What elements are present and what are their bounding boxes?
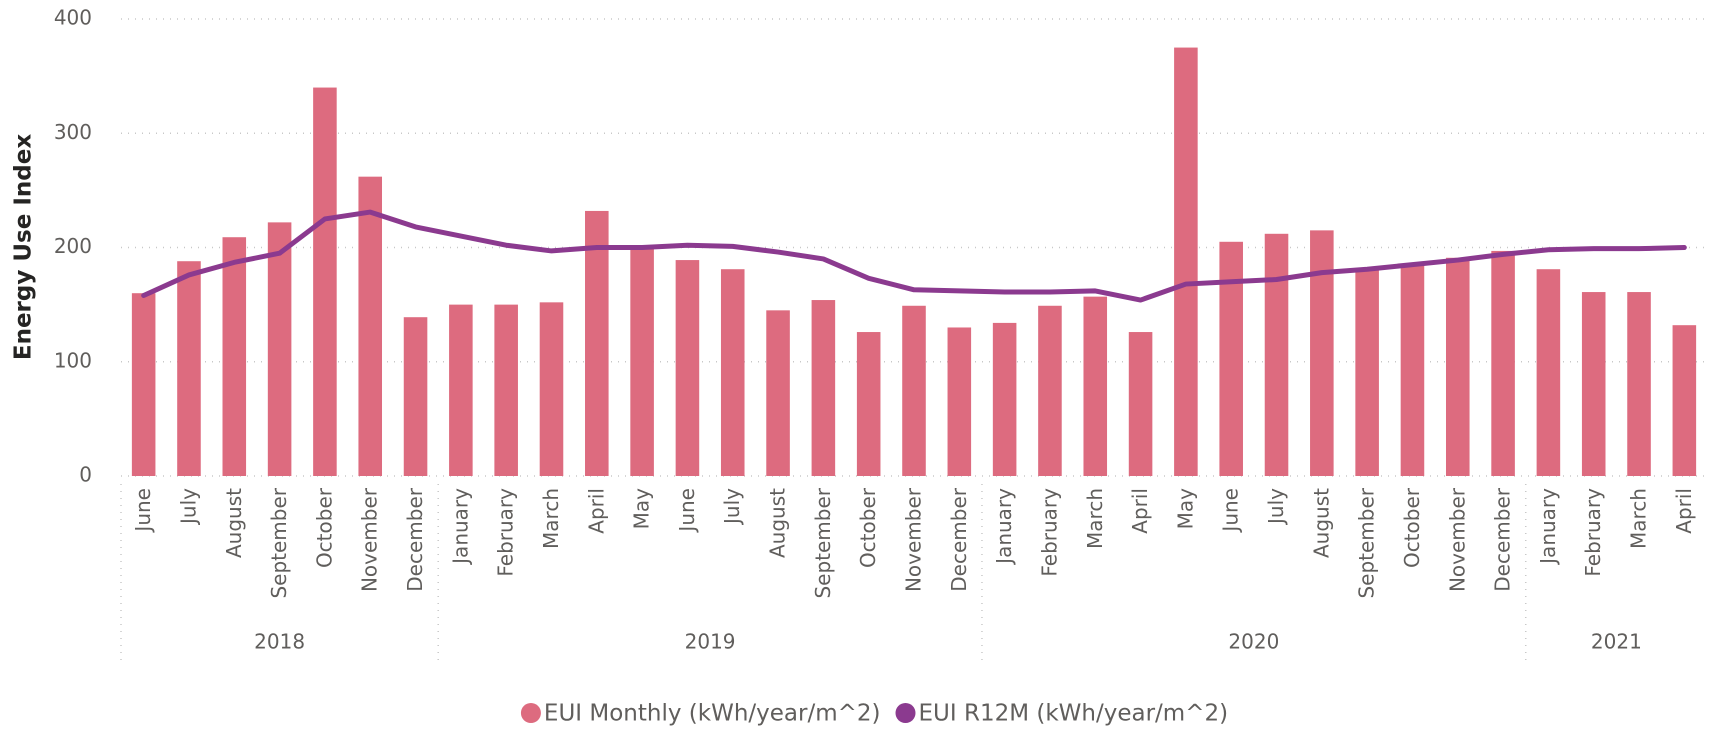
x-tick-label: February <box>1581 488 1605 577</box>
bar <box>313 87 337 477</box>
x-tick-label: March <box>1083 488 1107 549</box>
legend-label: EUI R12M (kWh/year/m^2) <box>919 701 1229 727</box>
year-label: 2019 <box>685 630 736 654</box>
x-tick-label: July <box>176 488 200 526</box>
bar <box>766 310 790 476</box>
line <box>141 209 1687 303</box>
x-tick-label: August <box>766 488 790 558</box>
bar <box>177 261 201 476</box>
bar <box>1355 269 1379 476</box>
bar <box>675 260 700 476</box>
y-axis-label: Energy Use Index <box>11 134 37 360</box>
x-tick-label: February <box>494 488 518 577</box>
x-tick-label: July <box>720 488 744 526</box>
bar <box>403 317 428 476</box>
bar <box>494 304 518 476</box>
x-tick-label: October <box>856 487 880 568</box>
x-tick-label: September <box>267 487 291 598</box>
bar <box>1083 296 1108 476</box>
x-tick-label: November <box>1445 487 1469 592</box>
year-label: 2020 <box>1228 630 1279 654</box>
bar <box>1445 257 1470 476</box>
x-tick-label: June <box>1219 488 1243 534</box>
bar <box>539 302 564 476</box>
legend-swatch <box>520 703 541 723</box>
x-tick-label: December <box>1491 487 1515 591</box>
x-tick-label: September <box>811 487 835 598</box>
legend: EUI Monthly (kWh/year/m^2) EUI R12M (kWh/… <box>520 701 1229 727</box>
year-label: 2021 <box>1591 630 1642 654</box>
x-tick-label: January <box>992 488 1016 566</box>
legend-swatch <box>895 703 916 723</box>
x-tick-label: April <box>1128 488 1152 534</box>
bar <box>992 322 1017 476</box>
x-tick-label: September <box>1355 487 1379 598</box>
year-label: 2018 <box>254 630 305 654</box>
y-tick-label: 200 <box>54 234 92 258</box>
x-tick-label: August <box>222 488 246 558</box>
bar <box>1400 263 1425 476</box>
bar <box>902 305 926 476</box>
bar <box>449 304 473 476</box>
x-tick-label: January <box>448 488 472 566</box>
bar <box>131 293 156 476</box>
bar <box>811 300 836 476</box>
x-tick-label: June <box>675 488 699 534</box>
x-tick-label: April <box>1672 488 1696 534</box>
x-tick-label: December <box>947 487 971 591</box>
x-tick-label: October <box>1400 487 1424 568</box>
y-tick-label: 0 <box>79 463 92 487</box>
bar <box>267 222 292 476</box>
bar <box>630 247 654 476</box>
x-tick-label: April <box>584 488 608 534</box>
bar <box>720 269 745 476</box>
bar <box>222 237 247 476</box>
y-tick-label: 100 <box>54 348 92 372</box>
bar <box>585 210 609 476</box>
bar <box>358 176 383 477</box>
x-tick-label: July <box>1264 488 1288 526</box>
x-tick-label: November <box>358 487 382 592</box>
bar <box>1627 292 1651 476</box>
x-tick-label: March <box>539 488 563 549</box>
bar <box>1581 292 1606 476</box>
x-tick-label: August <box>1309 488 1333 558</box>
bar <box>1038 305 1062 476</box>
x-tick-label: November <box>902 487 926 592</box>
x-tick-label: May <box>630 488 654 530</box>
x-tick-label: October <box>312 487 336 568</box>
x-tick-label: June <box>131 488 155 534</box>
x-tick-label: March <box>1627 488 1651 549</box>
bar <box>1672 325 1697 476</box>
x-tick-label: January <box>1536 488 1560 566</box>
bar <box>1310 230 1334 476</box>
bar <box>1491 250 1515 476</box>
x-tick-label: December <box>403 487 427 591</box>
bar <box>947 327 972 476</box>
y-tick-label: 400 <box>54 6 92 30</box>
x-tick-label: February <box>1037 488 1061 577</box>
bar <box>1264 233 1289 476</box>
y-tick-label: 300 <box>54 120 92 144</box>
bar <box>1219 241 1243 476</box>
bar <box>1128 332 1153 476</box>
bar <box>856 332 881 476</box>
x-tick-label: May <box>1173 488 1197 530</box>
legend-label: EUI Monthly (kWh/year/m^2) <box>544 701 881 727</box>
bar <box>1536 269 1561 476</box>
bar <box>1174 47 1198 476</box>
